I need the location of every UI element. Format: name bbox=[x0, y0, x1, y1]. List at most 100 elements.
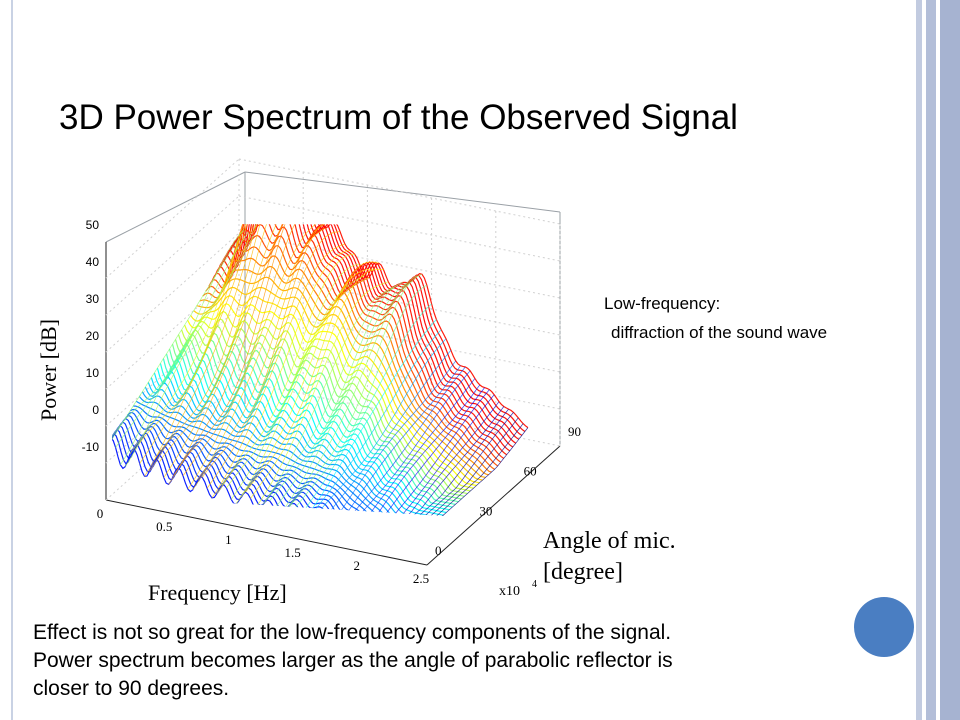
x-axis-scale-label: x10 bbox=[499, 584, 520, 599]
surface-rib-74 bbox=[283, 275, 418, 513]
z-tick-label-1: 0 bbox=[92, 403, 99, 417]
surface-trace-8 bbox=[129, 408, 420, 523]
right-border-band-3 bbox=[940, 0, 960, 720]
y-tick-label-3: 90 bbox=[568, 424, 581, 439]
surface-rib-112 bbox=[375, 408, 509, 523]
surface-rib-114 bbox=[380, 412, 514, 523]
surface-rib-88 bbox=[317, 350, 452, 523]
x-tick-label-0: 0 bbox=[97, 506, 104, 521]
surface-rib-30 bbox=[177, 224, 312, 469]
gridline-back-3 bbox=[238, 269, 561, 336]
surface-trace-26 bbox=[184, 310, 474, 489]
x-axis-ticks: 0 0.5 1 1.5 2 2.5 bbox=[97, 506, 429, 586]
surface-rib-10 bbox=[129, 224, 264, 454]
surface-rib-62 bbox=[255, 281, 389, 509]
surface-rib-42 bbox=[206, 231, 341, 489]
surface-rib-82 bbox=[303, 319, 437, 522]
surface-trace-2 bbox=[112, 428, 402, 523]
z-axis-label: Power [dB] bbox=[36, 319, 61, 421]
x-tick-label-4: 2 bbox=[354, 558, 361, 573]
x-tick-label-5: 2.5 bbox=[413, 571, 429, 586]
right-border-band-1 bbox=[916, 0, 922, 720]
surface-rib-12 bbox=[134, 224, 269, 450]
surface-rib-2 bbox=[112, 229, 245, 439]
gridline-left-6 bbox=[105, 158, 240, 279]
surface-rib-86 bbox=[312, 338, 447, 520]
z-tick-label-6: 50 bbox=[86, 218, 100, 232]
surface-rib-84 bbox=[307, 329, 442, 520]
surface-rib-68 bbox=[269, 282, 403, 502]
surface-rib-80 bbox=[298, 303, 432, 519]
surface-rib-116 bbox=[385, 417, 519, 523]
z-tick-label-3: 20 bbox=[86, 329, 100, 343]
y-axis-ticks: 0 30 60 90 bbox=[435, 424, 581, 558]
annotation-line-2: diffraction of the sound wave bbox=[611, 323, 828, 342]
surface-rib-40 bbox=[202, 224, 336, 478]
surface-rib-70 bbox=[274, 282, 408, 510]
surface-rib-46 bbox=[216, 249, 350, 495]
z-tick-label-4: 30 bbox=[86, 292, 100, 306]
caption-line-3: closer to 90 degrees. bbox=[33, 677, 230, 700]
surface-rib-14 bbox=[139, 224, 273, 464]
x-axis-label: Frequency [Hz] bbox=[148, 580, 287, 605]
surface-rib-52 bbox=[230, 275, 365, 500]
x-tick-label-1: 0.5 bbox=[156, 519, 172, 534]
surface-rib-34 bbox=[187, 224, 322, 490]
z-tick-label-2: 10 bbox=[86, 366, 100, 380]
surface-rib-56 bbox=[240, 268, 374, 498]
surface-rib-32 bbox=[182, 224, 317, 477]
surface-trace-36 bbox=[214, 224, 505, 459]
surface-rib-106 bbox=[360, 394, 495, 523]
y-axis-label-line1: Angle of mic. bbox=[543, 528, 676, 554]
y-tick-label-0: 0 bbox=[435, 543, 442, 558]
surface-rib-66 bbox=[264, 284, 399, 503]
x-tick-label-2: 1 bbox=[225, 532, 232, 547]
surface-rib-36 bbox=[192, 227, 326, 490]
surface-rib-22 bbox=[158, 224, 293, 463]
surface-trace-14 bbox=[147, 382, 438, 522]
annotation-line-1: Low-frequency: bbox=[604, 294, 721, 313]
surface-rib-100 bbox=[346, 384, 481, 523]
surface-rib-48 bbox=[221, 253, 355, 486]
surface-rib-4 bbox=[115, 231, 249, 448]
surface-rib-90 bbox=[322, 360, 456, 523]
surface-rib-110 bbox=[370, 406, 505, 523]
right-border-band-2 bbox=[926, 0, 936, 720]
slide-title: 3D Power Spectrum of the Observed Signal bbox=[59, 98, 738, 137]
caption-line-2: Power spectrum becomes larger as the ang… bbox=[33, 649, 673, 672]
left-border-line bbox=[11, 0, 13, 720]
gridline-back-2 bbox=[238, 306, 561, 373]
surface-rib-28 bbox=[173, 224, 307, 476]
caption: Effect is not so great for the low-frequ… bbox=[33, 619, 853, 703]
y-axis-label-line2: [degree] bbox=[543, 559, 623, 585]
surface-rib-78 bbox=[293, 284, 427, 511]
surface-rib-108 bbox=[365, 401, 500, 523]
x-tick-label-3: 1.5 bbox=[284, 545, 300, 560]
surface-rib-26 bbox=[168, 224, 302, 485]
surface-rib-0 bbox=[112, 238, 240, 449]
x-axis-scale-exponent: 4 bbox=[532, 579, 537, 590]
chart-box bbox=[105, 171, 561, 566]
y-tick-label-1: 30 bbox=[479, 503, 492, 518]
surface-rib-118 bbox=[389, 423, 524, 523]
surface-rib-18 bbox=[149, 224, 283, 472]
surface-rib-44 bbox=[211, 243, 346, 499]
surface-rib-38 bbox=[197, 224, 331, 481]
surface-rib-50 bbox=[226, 263, 360, 489]
surface-rib-72 bbox=[279, 280, 413, 516]
surface-rib-76 bbox=[288, 273, 423, 508]
z-tick-label-5: 40 bbox=[86, 255, 100, 269]
decorative-circle bbox=[854, 597, 914, 657]
y-tick-label-2: 60 bbox=[524, 464, 537, 479]
z-axis-ticks: -10 0 10 20 30 40 50 bbox=[82, 218, 100, 454]
z-tick-label-0: -10 bbox=[82, 440, 100, 454]
surface-rib-16 bbox=[144, 224, 278, 477]
surface-rib-120 bbox=[394, 427, 529, 523]
caption-line-1: Effect is not so great for the low-frequ… bbox=[33, 621, 672, 644]
surface-rib-8 bbox=[125, 224, 259, 467]
surface-rib-6 bbox=[120, 235, 254, 465]
surface-rib-102 bbox=[351, 387, 485, 523]
surface-rib-64 bbox=[259, 287, 394, 509]
surface-rib-20 bbox=[153, 224, 288, 461]
